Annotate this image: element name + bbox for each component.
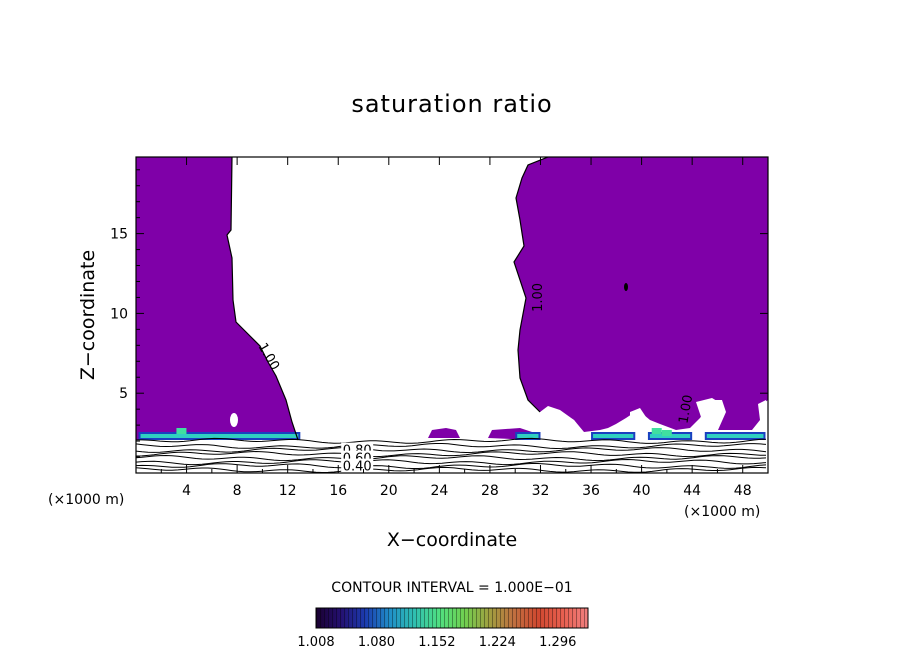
band-spot [651,428,662,434]
y-axis-title: Z−coordinate [77,250,99,380]
x-tick-label: 8 [233,483,242,499]
colorbar-label: 1.080 [358,635,395,650]
contour-line [136,458,767,466]
chart-title: saturation ratio [351,90,552,118]
y-tick-label: 10 [110,306,128,322]
band-spot [176,428,187,434]
colorbar-label: 1.224 [479,635,516,650]
band-spot [661,430,672,436]
x-tick-label: 44 [683,483,701,499]
plot-frame [135,156,769,474]
saturated-patch [428,428,460,438]
clear-patch [630,408,648,430]
x-tick-label: 12 [279,483,297,499]
contour-line [136,454,767,462]
colorbar-label: 1.008 [297,635,334,650]
x-tick-label: 16 [329,483,347,499]
x-tick-label: 36 [582,483,600,499]
colorbar-label: 1.152 [418,635,455,650]
saturated-region-right [514,157,768,432]
contour-line-1.00-right [513,157,549,413]
contour-line [136,450,767,458]
x-unit-right: (×1000 m) [684,504,760,520]
clear-patch [758,400,768,420]
x-axis-ticks: 4 8 12 16 20 24 28 32 36 40 44 48 [160,157,752,499]
saturated-region-left [136,157,298,440]
clear-patch [230,413,238,427]
contour-lines-low [136,437,767,473]
x-tick-label: 4 [182,483,191,499]
x-tick-label: 40 [633,483,651,499]
x-unit-left: (×1000 m) [48,492,124,508]
contour-line [136,443,767,450]
plot-area: 1.001.001.000.800.600.40 [136,157,768,475]
colorbar: 1.008 1.080 1.152 1.224 1.296 [297,607,589,650]
x-tick-label: 32 [532,483,550,499]
contour-label: 1.00 [531,283,546,312]
contour-label-bg [341,458,374,473]
x-tick-label: 28 [481,483,499,499]
clear-patch [544,410,586,440]
contour-line [136,446,767,454]
contour-spot [624,283,628,291]
y-tick-label: 15 [110,227,128,243]
contour-line [136,466,767,473]
x-tick-label: 48 [734,483,752,499]
colorbar-label: 1.296 [539,635,576,650]
band-bright [706,434,764,438]
high-saturation-bands [138,428,766,440]
band-bright [593,434,634,438]
contour-line [136,463,767,469]
clear-patch [696,398,722,420]
colorbar-stripes [316,608,588,628]
contour-interval-label: CONTOUR INTERVAL = 1.000E−01 [331,580,572,596]
y-tick-label: 5 [119,386,128,402]
contour-label: 0.40 [343,460,372,475]
x-tick-label: 20 [380,483,398,499]
colorbar-labels: 1.008 1.080 1.152 1.224 1.296 [297,635,576,650]
contour-label: 1.00 [676,394,696,425]
y-axis-ticks: 5 10 15 [110,169,768,458]
x-axis-title: X−coordinate [387,529,517,551]
band-bright [517,434,539,438]
colorbar-frame [315,607,589,629]
band-bright [140,434,299,438]
x-tick-label: 24 [430,483,448,499]
contour-line-1.00-left [226,157,299,441]
contour-line [136,437,767,444]
